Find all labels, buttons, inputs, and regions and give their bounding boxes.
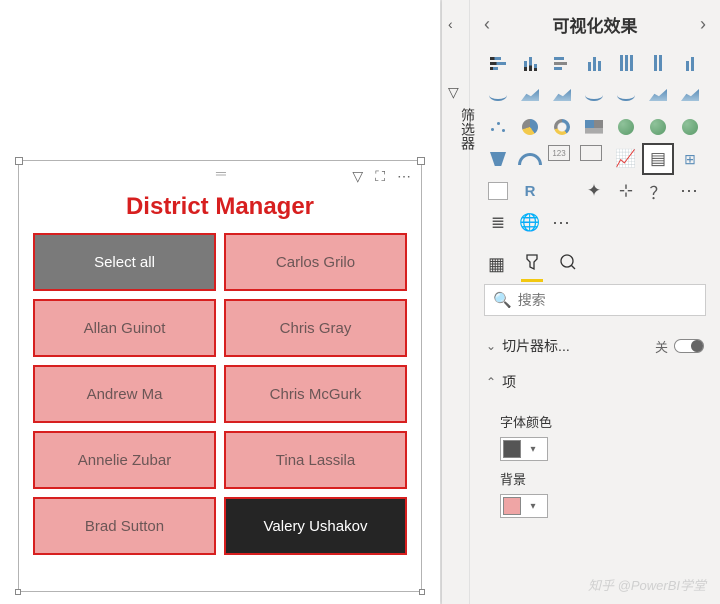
viz-type-scatter[interactable] [484,113,512,141]
viz-type-matrix[interactable] [488,182,508,200]
chevron-right-icon[interactable]: › [700,14,706,35]
slicer-button[interactable]: Valery Ushakov [224,497,407,555]
viz-type-100-bar[interactable] [612,49,640,77]
viz-type-stacked-area[interactable] [548,81,576,109]
viz-type-ellipsis[interactable]: ⋯ [548,209,576,237]
viz-type-stacked-bar[interactable] [484,49,512,77]
viz-type-donut[interactable] [548,113,576,141]
viz-type-clustered-column[interactable] [580,49,608,77]
viz-type-slicer[interactable]: ▤ [644,145,672,173]
font-color-label: 字体颜色 [500,412,704,431]
viz-type-paginated[interactable]: ≣ [484,209,512,237]
background-color-picker[interactable]: ▾ [500,494,548,518]
search-icon: 🔍 [493,291,512,309]
chevron-left-icon[interactable]: ‹ [448,16,453,32]
visualizations-pane: ‹ 可视化效果 › 123📈▤⊞R✦⊹？⋯≣🌐⋯ ▦ 🔍 ⌄ 切片器标... 关… [470,0,720,604]
chevron-up-icon: ⌃ [486,375,496,389]
viz-type-stacked-column[interactable] [516,49,544,77]
viz-type-py-visual[interactable] [548,177,576,205]
viz-type-combo[interactable] [676,49,704,77]
slicer-button[interactable]: Select all [33,233,216,291]
more-options-icon[interactable]: ⋯ [397,168,411,185]
format-tab-icon[interactable] [523,253,541,276]
viz-type-qa[interactable]: ？ [644,177,672,205]
slicer-button[interactable]: Allan Guinot [33,299,216,357]
slicer-button[interactable]: Brad Sutton [33,497,216,555]
viz-type-decomposition[interactable]: ⊹ [612,177,640,205]
slicer-header-property[interactable]: ⌄ 切片器标... 关 [484,328,706,364]
funnel-icon: ▽ [448,84,459,101]
filter-icon[interactable]: ▽ [352,168,363,185]
viz-type-area[interactable] [516,81,544,109]
viz-type-ribbon[interactable] [644,81,672,109]
viz-type-r-visual[interactable]: R [516,177,544,205]
viz-type-gauge[interactable] [516,145,544,173]
chevron-down-icon: ⌄ [486,339,496,353]
items-property[interactable]: ⌃ 项 [484,364,706,400]
slicer-button[interactable]: Tina Lassila [224,431,407,489]
filters-pane-collapsed[interactable]: ‹ ▽ 筛选器 [442,0,470,604]
viz-type-treemap[interactable] [580,113,608,141]
watermark: 知乎 @PowerBI学堂 [588,575,706,594]
viz-type-more[interactable]: ⋯ [676,177,704,205]
viz-type-line[interactable] [484,81,512,109]
viz-type-pie[interactable] [516,113,544,141]
slicer-button[interactable]: Chris McGurk [224,365,407,423]
chevron-left-icon[interactable]: ‹ [484,14,490,35]
viz-type-kpi[interactable]: 📈 [612,145,640,173]
slicer-button[interactable]: Annelie Zubar [33,431,216,489]
font-color-picker[interactable]: ▾ [500,437,548,461]
viz-type-funnel[interactable] [484,145,512,173]
filters-label: 筛选器 [458,108,478,150]
viz-type-shape-map[interactable] [676,113,704,141]
toggle-switch[interactable] [674,339,704,353]
pane-title: 可视化效果 [553,12,638,37]
viz-type-key-influencers[interactable]: ✦ [580,177,608,205]
viz-type-globe[interactable]: 🌐 [516,209,544,237]
analytics-tab-icon[interactable] [559,253,577,276]
viz-type-clustered-bar[interactable] [548,49,576,77]
viz-type-line-clustered[interactable] [612,81,640,109]
background-label: 背景 [500,469,704,488]
slicer-button[interactable]: Andrew Ma [33,365,216,423]
visualization-gallery: 123📈▤⊞R✦⊹？⋯≣🌐⋯ [484,49,706,237]
search-field[interactable] [518,292,699,308]
viz-type-waterfall[interactable] [676,81,704,109]
fields-tab-icon[interactable]: ▦ [488,254,505,275]
slicer-button[interactable]: Chris Gray [224,299,407,357]
viz-type-table[interactable]: ⊞ [676,145,704,173]
viz-type-100-column[interactable] [644,49,672,77]
slicer-title: District Manager [19,193,421,221]
viz-type-multi-card[interactable] [580,145,602,161]
viz-type-map[interactable] [612,113,640,141]
viz-type-filled-map[interactable] [644,113,672,141]
viz-type-card[interactable]: 123 [548,145,570,161]
drag-handle-icon[interactable]: ═ [216,165,224,181]
viz-type-line-stacked[interactable] [580,81,608,109]
slicer-visual[interactable]: ═ ▽ ⛶ ⋯ District Manager Select allCarlo… [18,160,422,592]
search-input[interactable]: 🔍 [484,284,706,316]
slicer-button[interactable]: Carlos Grilo [224,233,407,291]
focus-mode-icon[interactable]: ⛶ [375,168,385,185]
